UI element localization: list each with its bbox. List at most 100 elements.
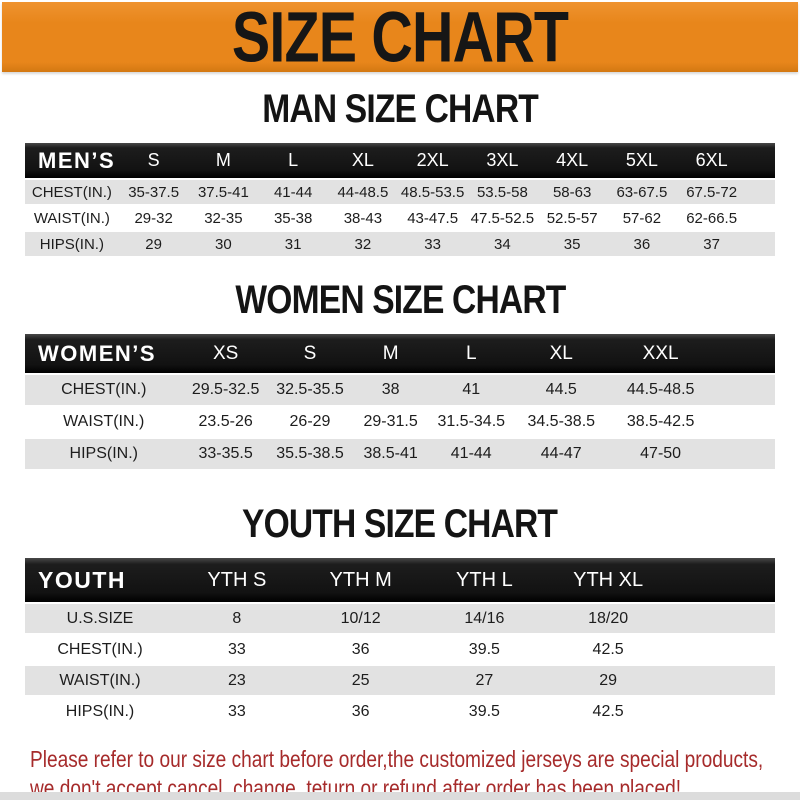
- row-filler: [670, 697, 775, 726]
- measure-row-label: WAIST(IN.): [25, 206, 119, 230]
- size-value-cell: 29-31.5: [351, 407, 430, 437]
- women-size-table: WOMEN’S XS S M L XL XXL CHEST(IN.) 29.5-32.5 32.5…: [25, 332, 775, 471]
- size-value-cell: 34.5-38.5: [512, 407, 610, 437]
- size-value-cell: 35.5-38.5: [268, 439, 352, 469]
- size-column-header: M: [351, 334, 430, 373]
- size-value-cell: 41: [430, 375, 513, 405]
- size-value-cell: 33: [175, 697, 299, 726]
- size-value-cell: 8: [175, 604, 299, 633]
- bottom-gray-strip: [0, 792, 800, 800]
- table-row: WAIST(IN.) 23.5-26 26-29 29-31.5 31.5-34.5 34…: [25, 407, 775, 437]
- header-filler: [711, 334, 775, 373]
- table-row: WAIST(IN.) 23 25 27 29: [25, 666, 775, 695]
- measure-row-label: WAIST(IN.): [25, 666, 175, 695]
- row-filler: [711, 407, 775, 437]
- size-value-cell: 33: [397, 232, 468, 256]
- size-column-header: 2XL: [397, 143, 468, 178]
- size-value-cell: 18/20: [546, 604, 670, 633]
- size-column-header: YTH S: [175, 558, 299, 602]
- size-value-cell: 29.5-32.5: [182, 375, 269, 405]
- size-value-cell: 37: [676, 232, 747, 256]
- group-label: WOMEN’S: [25, 334, 183, 373]
- row-filler: [746, 232, 775, 256]
- youth-section-heading: YOUTH SIZE CHART: [0, 504, 800, 544]
- size-value-cell: 26-29: [268, 407, 352, 437]
- row-filler: [711, 439, 775, 469]
- size-column-header: XL: [512, 334, 610, 373]
- row-filler: [746, 206, 775, 230]
- measure-row-label: HIPS(IN.): [25, 697, 175, 726]
- measure-row-label: CHEST(IN.): [25, 635, 175, 664]
- size-value-cell: 31: [258, 232, 328, 256]
- table-row: U.S.SIZE 8 10/12 14/16 18/20: [25, 604, 775, 633]
- size-value-cell: 32-35: [188, 206, 259, 230]
- size-value-cell: 47.5-52.5: [467, 206, 538, 230]
- measure-row-label: HIPS(IN.): [25, 232, 119, 256]
- size-value-cell: 57-62: [607, 206, 677, 230]
- size-value-cell: 36: [607, 232, 677, 256]
- size-value-cell: 14/16: [422, 604, 547, 633]
- measure-row-label: WAIST(IN.): [25, 407, 183, 437]
- size-value-cell: 44.5-48.5: [610, 375, 712, 405]
- table-header-row: YOUTH YTH S YTH M YTH L YTH XL: [25, 558, 775, 602]
- table-row: CHEST(IN.) 35-37.5 37.5-41 41-44 44-48.5 48.5…: [25, 180, 775, 204]
- size-column-header: XS: [182, 334, 269, 373]
- size-value-cell: 62-66.5: [676, 206, 747, 230]
- size-value-cell: 27: [422, 666, 547, 695]
- size-value-cell: 53.5-58: [467, 180, 538, 204]
- size-column-header: L: [430, 334, 513, 373]
- size-value-cell: 41-44: [258, 180, 328, 204]
- size-value-cell: 52.5-57: [537, 206, 607, 230]
- table-row: HIPS(IN.) 33 36 39.5 42.5: [25, 697, 775, 726]
- measure-row-label: CHEST(IN.): [25, 375, 183, 405]
- table-row: HIPS(IN.) 29 30 31 32 33 34 35 36 37: [25, 232, 775, 256]
- size-value-cell: 48.5-53.5: [397, 180, 468, 204]
- size-value-cell: 41-44: [430, 439, 513, 469]
- order-policy-note: Please refer to our size chart before or…: [30, 745, 800, 800]
- size-column-header: 3XL: [467, 143, 538, 178]
- size-value-cell: 42.5: [546, 697, 670, 726]
- size-value-cell: 38-43: [328, 206, 398, 230]
- group-label: MEN’S: [25, 143, 119, 178]
- size-value-cell: 33-35.5: [182, 439, 269, 469]
- women-section-heading: WOMEN SIZE CHART: [0, 280, 800, 320]
- size-value-cell: 39.5: [422, 697, 547, 726]
- man-section-title: MAN SIZE CHART: [262, 87, 539, 131]
- order-policy-line-1: Please refer to our size chart before or…: [30, 746, 764, 772]
- size-value-cell: 29: [546, 666, 670, 695]
- size-value-cell: 23: [175, 666, 299, 695]
- size-column-header: L: [258, 143, 328, 178]
- size-value-cell: 37.5-41: [188, 180, 259, 204]
- size-column-header: YTH M: [298, 558, 423, 602]
- size-column-header: S: [268, 334, 352, 373]
- man-section-heading: MAN SIZE CHART: [0, 89, 800, 129]
- size-value-cell: 10/12: [298, 604, 423, 633]
- row-filler: [711, 375, 775, 405]
- men-size-table: MEN’S S M L XL 2XL 3XL 4XL 5XL 6XL CHEST(IN.) 35-37…: [25, 141, 775, 258]
- size-column-header: M: [188, 143, 259, 178]
- table-row: HIPS(IN.) 33-35.5 35.5-38.5 38.5-41 41-44 44-…: [25, 439, 775, 469]
- row-filler: [670, 604, 775, 633]
- size-value-cell: 44.5: [512, 375, 610, 405]
- size-value-cell: 42.5: [546, 635, 670, 664]
- table-header-row: MEN’S S M L XL 2XL 3XL 4XL 5XL 6XL: [25, 143, 775, 178]
- table-row: WAIST(IN.) 29-32 32-35 35-38 38-43 43-47.5 47.…: [25, 206, 775, 230]
- size-value-cell: 35: [537, 232, 607, 256]
- size-column-header: XL: [328, 143, 398, 178]
- size-value-cell: 25: [298, 666, 423, 695]
- size-value-cell: 32.5-35.5: [268, 375, 352, 405]
- size-column-header: 4XL: [537, 143, 607, 178]
- size-value-cell: 36: [298, 635, 423, 664]
- size-value-cell: 31.5-34.5: [430, 407, 513, 437]
- measure-row-label: U.S.SIZE: [25, 604, 175, 633]
- size-column-header: 6XL: [676, 143, 747, 178]
- size-value-cell: 23.5-26: [182, 407, 269, 437]
- size-column-header: XXL: [610, 334, 712, 373]
- size-value-cell: 29: [118, 232, 189, 256]
- header-filler: [746, 143, 775, 178]
- row-filler: [746, 180, 775, 204]
- youth-size-table: YOUTH YTH S YTH M YTH L YTH XL U.S.SIZE 8 10/12…: [25, 556, 775, 728]
- size-value-cell: 38.5-41: [351, 439, 430, 469]
- table-row: CHEST(IN.) 29.5-32.5 32.5-35.5 38 41 44.5 44.5…: [25, 375, 775, 405]
- size-column-header: YTH XL: [546, 558, 670, 602]
